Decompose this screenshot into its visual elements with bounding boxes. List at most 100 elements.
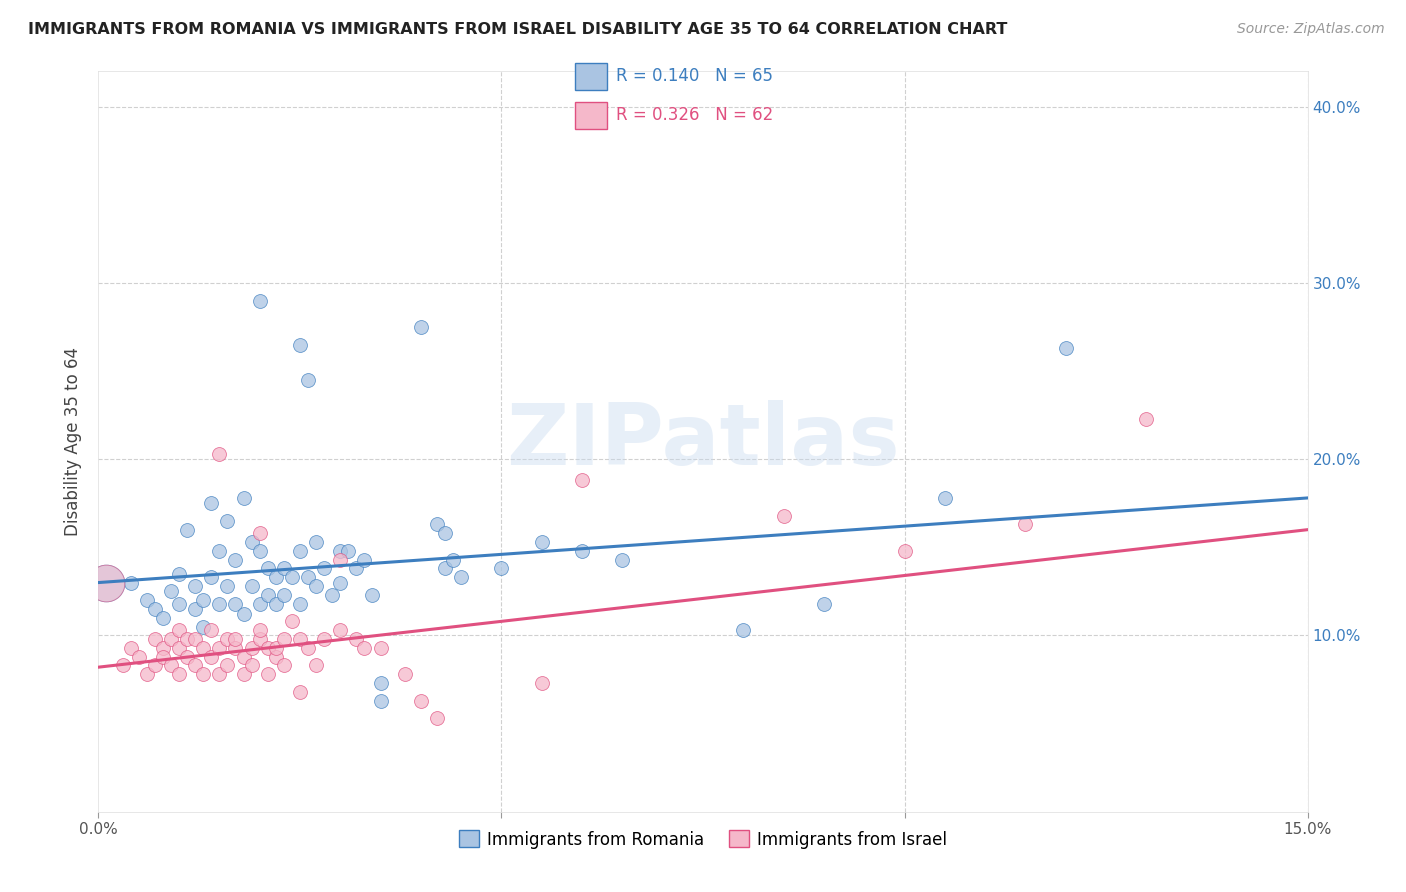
Point [434,561,457,575]
Point [193,593,215,607]
Point [128,649,150,664]
Point [361,588,384,602]
Point [337,544,360,558]
Point [217,514,239,528]
Point [96,575,118,590]
Point [249,526,271,541]
Point [329,623,352,637]
Point [353,640,375,655]
Point [176,649,198,664]
Point [434,526,457,541]
Point [329,575,352,590]
Point [208,640,231,655]
Point [426,517,449,532]
Point [200,570,222,584]
Point [288,337,311,351]
Point [772,508,794,523]
Point [370,640,392,655]
Point [264,570,287,584]
Point [733,623,755,637]
Text: IMMIGRANTS FROM ROMANIA VS IMMIGRANTS FROM ISRAEL DISABILITY AGE 35 TO 64 CORREL: IMMIGRANTS FROM ROMANIA VS IMMIGRANTS FR… [28,22,1008,37]
Point [491,561,513,575]
Point [160,632,183,646]
Point [612,552,634,566]
Point [409,694,432,708]
Point [200,623,222,637]
Point [152,649,174,664]
Point [217,658,239,673]
Y-axis label: Disability Age 35 to 64: Disability Age 35 to 64 [65,347,83,536]
Point [288,685,311,699]
Point [176,523,198,537]
Point [184,579,207,593]
Point [264,649,287,664]
Point [394,667,416,681]
Point [441,552,464,566]
Point [208,447,231,461]
Point [426,711,449,725]
Point [184,658,207,673]
Point [571,473,593,487]
Text: R = 0.140   N = 65: R = 0.140 N = 65 [616,68,773,86]
Point [249,544,271,558]
Point [232,607,254,622]
Point [530,535,553,549]
Point [167,566,190,581]
Point [152,640,174,655]
Point [1054,341,1077,355]
Point [264,597,287,611]
Point [288,597,311,611]
Point [256,640,278,655]
Point [167,667,190,681]
Point [370,676,392,690]
Point [224,597,246,611]
Point [217,579,239,593]
Point [200,496,222,510]
Point [249,293,271,308]
Point [120,640,142,655]
Point [305,535,328,549]
Point [249,623,271,637]
Point [240,640,263,655]
Point [314,632,336,646]
Text: ZIPatlas: ZIPatlas [506,400,900,483]
Point [160,584,183,599]
Point [249,632,271,646]
Point [184,602,207,616]
Point [240,535,263,549]
Point [193,640,215,655]
Point [160,658,183,673]
Point [208,597,231,611]
Point [344,632,367,646]
Point [232,649,254,664]
Point [176,632,198,646]
Point [224,640,246,655]
Point [217,632,239,646]
Point [893,544,915,558]
Point [370,694,392,708]
Point [240,579,263,593]
Point [288,544,311,558]
Point [305,579,328,593]
Point [96,575,118,590]
Point [143,632,166,646]
Point [143,602,166,616]
Point [314,561,336,575]
FancyBboxPatch shape [575,62,607,90]
Point [530,676,553,690]
Point [208,544,231,558]
Point [329,552,352,566]
Point [256,561,278,575]
FancyBboxPatch shape [575,102,607,129]
Point [167,623,190,637]
Point [256,667,278,681]
Point [571,544,593,558]
Point [208,667,231,681]
Point [273,632,295,646]
Point [249,597,271,611]
Point [135,593,157,607]
Point [288,632,311,646]
Point [152,611,174,625]
Point [111,658,134,673]
Point [281,570,304,584]
